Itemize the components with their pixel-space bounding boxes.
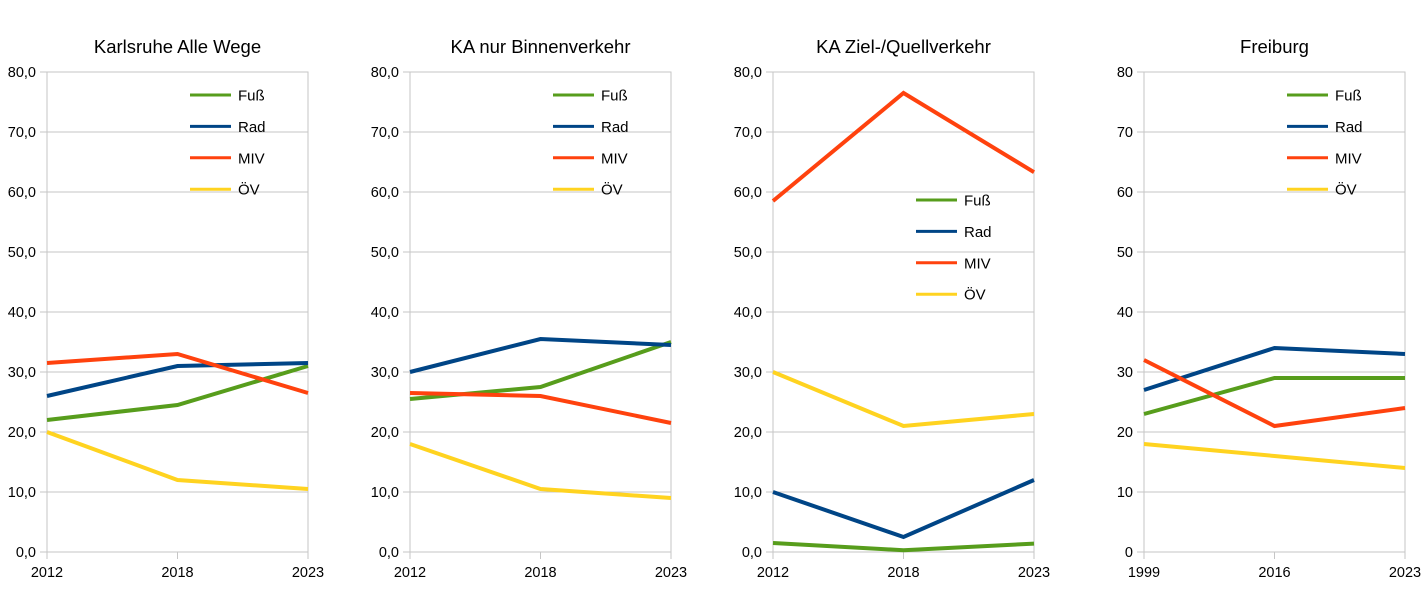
y-axis-label: 40,0 <box>734 305 762 321</box>
legend-label-miv: MIV <box>601 150 628 167</box>
x-axis-label: 2018 <box>524 565 556 581</box>
y-axis-label: 50,0 <box>371 245 399 261</box>
x-axis-label: 2018 <box>161 565 193 581</box>
legend-label-fuss: Fuß <box>1335 88 1362 105</box>
y-axis-label: 80,0 <box>8 65 36 81</box>
series-line-oev <box>409 442 672 500</box>
x-axis-label: 2016 <box>1258 565 1290 581</box>
chart-title: KA Ziel-/Quellverkehr <box>816 36 991 57</box>
series-line-miv <box>771 90 1036 203</box>
y-axis-label: 10,0 <box>8 485 36 501</box>
y-axis-label: 60,0 <box>371 185 399 201</box>
x-axis-label: 2012 <box>31 565 63 581</box>
series-line-oev <box>1143 442 1406 470</box>
chart-canvas: 0,0 10,0 20,0 30,0 40,0 50,0 60,0 70,0 80,0 2012 2… <box>371 65 687 581</box>
y-axis-label: 30,0 <box>734 365 762 381</box>
y-axis-label: 20 <box>1117 425 1133 441</box>
legend-label-oev: ÖV <box>964 286 986 304</box>
y-axis-label: 70,0 <box>734 125 762 141</box>
y-axis-label: 70,0 <box>371 125 399 141</box>
y-axis-label: 50,0 <box>8 245 36 261</box>
chart-ka-nur-binnenverkehr: KA nur Binnenverkehr 0,0 10,0 20,0 30,0 40,0… <box>357 0 714 591</box>
y-axis-label: 70 <box>1117 125 1133 141</box>
series-line-rad <box>46 361 309 398</box>
y-axis-label: 40,0 <box>8 305 36 321</box>
legend-label-rad: Rad <box>601 119 629 136</box>
y-axis-label: 20,0 <box>8 425 36 441</box>
legend-label-oev: ÖV <box>1335 181 1357 199</box>
y-axis-label: 60 <box>1117 185 1133 201</box>
series-line-rad <box>772 478 1035 540</box>
chart-karlsruhe-alle-wege: Karlsruhe Alle Wege 0,0 10,0 20,0 30,0 40,0 5… <box>0 0 357 591</box>
y-axis-label: 0 <box>1125 545 1133 561</box>
chart-ka-ziel-quellverkehr: KA Ziel-/Quellverkehr 0,0 10,0 20,0 30,0 40,… <box>714 0 1071 591</box>
x-axis-label: 2023 <box>1389 565 1421 581</box>
x-axis-label: 2023 <box>655 565 687 581</box>
x-axis-label: 2023 <box>1018 565 1050 581</box>
series-line-fuss <box>772 541 1035 553</box>
y-axis-label: 70,0 <box>8 125 36 141</box>
chart-canvas: 0,0 10,0 20,0 30,0 40,0 50,0 60,0 70,0 80,0 2012 2… <box>734 65 1050 581</box>
y-axis-label: 0,0 <box>16 545 36 561</box>
chart-title: KA nur Binnenverkehr <box>450 36 631 57</box>
legend-label-fuss: Fuß <box>964 193 991 210</box>
y-axis-label: 60,0 <box>734 185 762 201</box>
y-axis-label: 30,0 <box>8 365 36 381</box>
legend-label-fuss: Fuß <box>601 88 628 105</box>
y-axis-label: 10 <box>1117 485 1133 501</box>
series-line-fuss <box>409 340 672 401</box>
y-axis-label: 20,0 <box>734 425 762 441</box>
x-axis-label: 2012 <box>757 565 789 581</box>
y-axis-label: 80,0 <box>371 65 399 81</box>
legend-label-rad: Rad <box>238 119 266 136</box>
chart-title: Karlsruhe Alle Wege <box>93 36 262 57</box>
chart-freiburg: Freiburg 0 10 20 30 40 50 60 70 80 1999 2016 2023 Fu… <box>1071 0 1428 591</box>
series-line-rad <box>409 336 672 374</box>
y-axis-label: 80,0 <box>734 65 762 81</box>
y-axis-label: 0,0 <box>379 545 399 561</box>
series-line-oev <box>46 430 309 491</box>
x-axis-label: 2023 <box>292 565 324 581</box>
y-axis-label: 40,0 <box>371 305 399 321</box>
series-line-miv <box>1143 358 1406 429</box>
y-axis-label: 50,0 <box>734 245 762 261</box>
y-axis-label: 10,0 <box>371 485 399 501</box>
chart-canvas: 0 10 20 30 40 50 60 70 80 1999 2016 2023 Fuß Rad MIV ÖV <box>1117 65 1421 581</box>
legend-label-rad: Rad <box>1335 119 1363 136</box>
series-line-oev <box>772 370 1035 429</box>
series-line-miv <box>46 351 309 395</box>
y-axis-label: 60,0 <box>8 185 36 201</box>
legend-label-rad: Rad <box>964 224 992 241</box>
y-axis-label: 0,0 <box>742 545 762 561</box>
series-line-fuss <box>46 364 309 422</box>
y-axis-label: 50 <box>1117 245 1133 261</box>
legend-label-fuss: Fuß <box>238 88 265 105</box>
x-axis-label: 2012 <box>394 565 426 581</box>
chart-canvas: 0,0 10,0 20,0 30,0 40,0 50,0 60,0 70,0 80,0 2012 2… <box>8 65 324 581</box>
legend-label-oev: ÖV <box>238 181 260 199</box>
legend-label-miv: MIV <box>964 255 991 272</box>
y-axis-label: 80 <box>1117 65 1133 81</box>
legend-label-miv: MIV <box>238 150 265 167</box>
series-line-rad <box>1143 345 1406 392</box>
chart-title: Freiburg <box>1240 36 1309 57</box>
series-line-miv <box>409 391 672 425</box>
y-axis-label: 30 <box>1117 365 1133 381</box>
y-axis-label: 40 <box>1117 305 1133 321</box>
y-axis-label: 10,0 <box>734 485 762 501</box>
y-axis-label: 30,0 <box>371 365 399 381</box>
x-axis-label: 1999 <box>1128 565 1160 581</box>
y-axis-label: 20,0 <box>371 425 399 441</box>
x-axis-label: 2018 <box>887 565 919 581</box>
series-line-fuss <box>1143 376 1405 416</box>
legend-label-oev: ÖV <box>601 181 623 199</box>
legend-label-miv: MIV <box>1335 150 1362 167</box>
